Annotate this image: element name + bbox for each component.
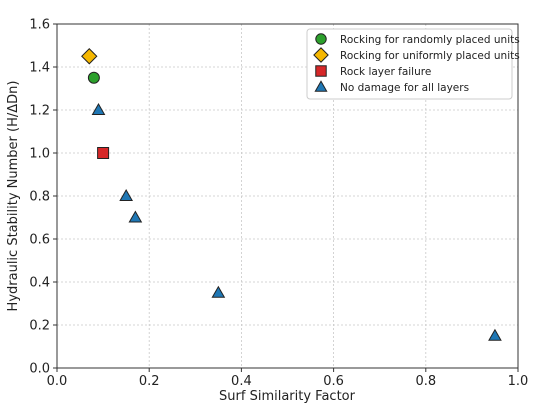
legend-label: Rocking for uniformly placed units: [340, 50, 520, 62]
y-tick-label: 1.0: [29, 147, 50, 162]
data-point-square: [97, 147, 110, 159]
data-point-triangle: [91, 102, 106, 115]
legend-label: Rock layer failure: [340, 66, 431, 78]
data-point-triangle: [119, 188, 134, 201]
y-tick-label: 0.0: [29, 362, 50, 377]
data-points: [81, 48, 502, 341]
y-tick-label: 0.8: [29, 190, 50, 205]
axis-ticks: 0.0 0.2 0.4 0.6 0.8 1.0 0.0 0.2 0.4 0.6 0.8 1.0 1.2 1…: [29, 18, 528, 390]
y-tick-label: 1.2: [29, 104, 50, 119]
legend: Rocking for randomly placed units Rocking…: [306, 28, 520, 100]
x-tick-label: 0.0: [47, 374, 68, 389]
legend-marker-triangle: [314, 80, 328, 92]
x-tick-label: 0.4: [231, 374, 252, 389]
x-tick-label: 1.0: [508, 374, 529, 389]
legend-marker-square: [315, 65, 327, 77]
y-tick-label: 0.2: [29, 319, 50, 334]
y-tick-label: 0.4: [29, 276, 50, 291]
legend-box: [306, 28, 513, 100]
data-point-diamond: [81, 48, 98, 65]
legend-label: No damage for all layers: [340, 82, 469, 94]
data-point-triangle: [211, 285, 226, 298]
y-tick-label: 1.6: [29, 18, 50, 33]
x-axis-label: Surf Similarity Factor: [219, 389, 356, 404]
y-tick-label: 1.4: [29, 61, 50, 76]
y-tick-label: 0.6: [29, 233, 50, 248]
legend-marker-diamond: [313, 47, 329, 63]
y-axis-label: Hydraulic Stability Number (H/ΔDn): [6, 81, 21, 312]
legend-label: Rocking for randomly placed units: [340, 34, 520, 46]
legend-marker-circle: [315, 33, 327, 45]
data-point-triangle: [128, 210, 143, 223]
x-tick-label: 0.8: [415, 374, 436, 389]
x-tick-label: 0.6: [323, 374, 344, 389]
data-point-triangle: [488, 328, 502, 341]
data-point-circle: [87, 71, 100, 84]
x-tick-label: 0.2: [139, 374, 160, 389]
